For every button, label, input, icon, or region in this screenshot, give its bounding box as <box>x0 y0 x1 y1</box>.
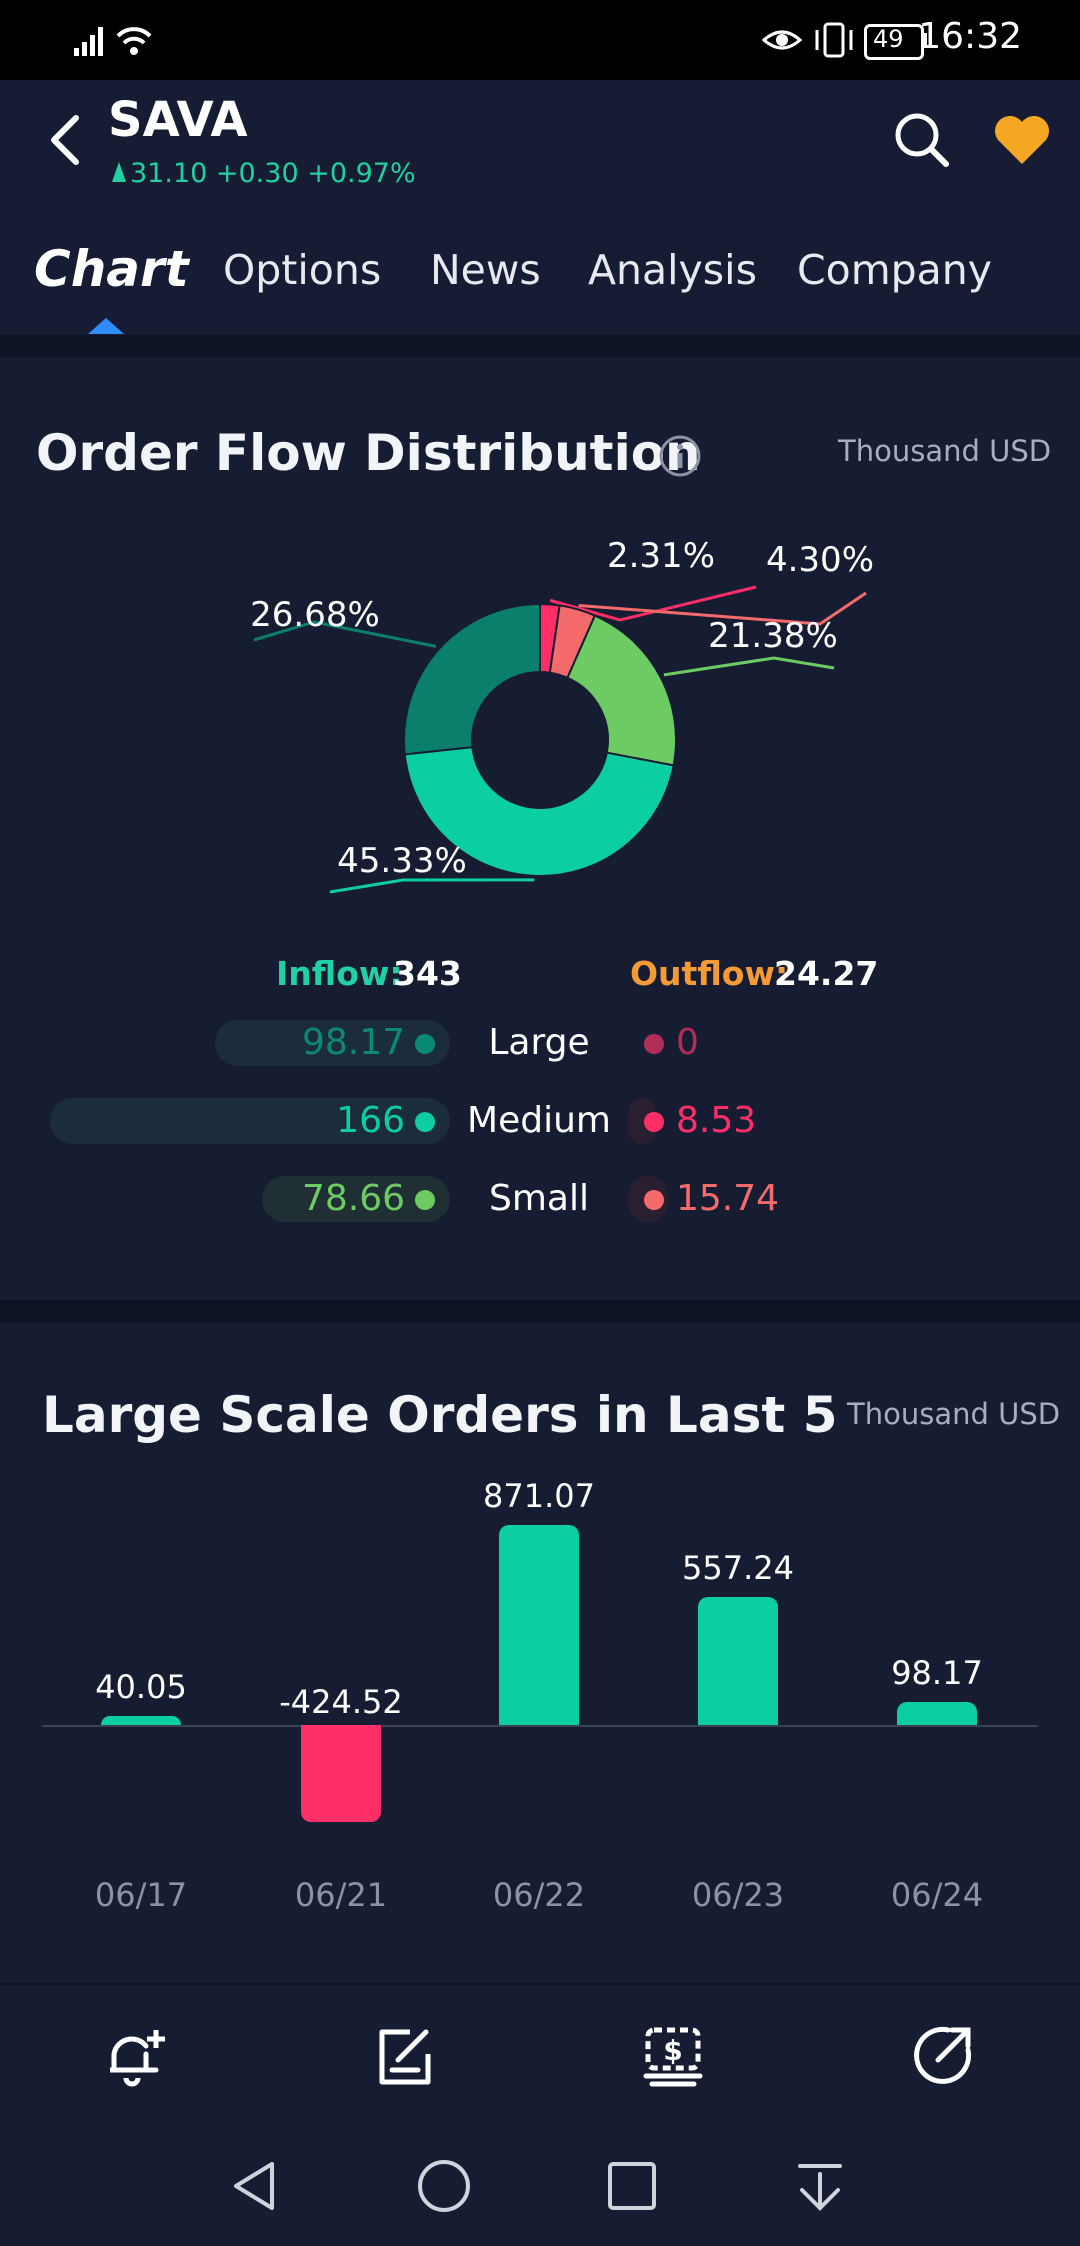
donut-slice <box>403 746 675 877</box>
order-flow-unit: Thousand USD <box>838 434 1052 468</box>
small-inflow-dot <box>415 1190 435 1210</box>
add-alert-bell-icon[interactable] <box>100 2020 170 2090</box>
back-arrow-icon[interactable] <box>46 112 86 168</box>
bottom-toolbar <box>0 1983 1080 2246</box>
small-inflow-value: 78.66 <box>301 1178 405 1219</box>
tab-options[interactable]: Options <box>223 246 382 294</box>
row-label-small: Small <box>489 1178 589 1219</box>
trade-dollar-icon[interactable]: $ <box>638 2020 708 2090</box>
donut-leader-line <box>578 591 867 626</box>
status-bar: 49 16:32 <box>0 0 1080 80</box>
outflow-label: Outflow: <box>630 954 789 993</box>
donut-slice <box>566 614 677 767</box>
donut-leader-line <box>253 620 437 648</box>
donut-slice-label: 4.30% <box>766 540 874 580</box>
quote-text: 31.10 +0.30 +0.97% <box>130 158 416 189</box>
donut-slice-label: 21.38% <box>708 616 838 656</box>
nav-home-icon[interactable] <box>414 2156 474 2216</box>
clock: 16:32 <box>918 16 1022 57</box>
edit-note-icon[interactable] <box>370 2020 440 2090</box>
row-label-large: Large <box>488 1022 590 1063</box>
order-flow-donut-chart: 2.31% 4.30% 21.38% 45.33% 26.68% <box>250 536 874 894</box>
nav-back-icon[interactable] <box>226 2156 286 2216</box>
large-orders-title: Large Scale Orders in Last 5 <box>42 1386 838 1444</box>
donut-leader-line <box>663 656 835 677</box>
tab-news[interactable]: News <box>430 246 541 294</box>
medium-inflow-bar <box>50 1098 450 1144</box>
info-icon[interactable] <box>658 434 702 478</box>
large-inflow-bar <box>215 1020 450 1066</box>
medium-inflow-value: 166 <box>336 1100 405 1141</box>
donut-leader-line <box>549 585 757 622</box>
medium-outflow-dot <box>644 1112 664 1132</box>
vibrate-icon <box>815 22 853 58</box>
search-icon[interactable] <box>894 112 950 168</box>
inflow-label: Inflow: <box>276 954 403 993</box>
signal-wifi-icon <box>74 27 152 56</box>
large-inflow-value: 98.17 <box>301 1022 405 1063</box>
donut-slice-label: 26.68% <box>250 595 380 635</box>
svg-text:$: $ <box>663 2034 682 2067</box>
outflow-value: 24.27 <box>774 954 879 993</box>
donut-leader-line <box>329 878 535 894</box>
small-outflow-value: 15.74 <box>676 1178 780 1219</box>
active-tab-indicator <box>88 318 124 334</box>
share-icon[interactable] <box>908 2020 978 2090</box>
tab-chart[interactable]: Chart <box>34 240 189 298</box>
large-outflow-value: 0 <box>676 1022 699 1063</box>
large-outflow-dot <box>644 1034 664 1054</box>
ticker-symbol: SAVA <box>108 92 248 148</box>
medium-outflow-value: 8.53 <box>676 1100 757 1141</box>
nav-recents-icon[interactable] <box>602 2156 662 2216</box>
section-divider <box>0 335 1080 357</box>
favorite-heart-icon[interactable] <box>992 112 1052 168</box>
zero-baseline <box>42 1725 1038 1727</box>
eye-icon <box>762 30 802 50</box>
battery-icon: 49 <box>864 24 924 60</box>
donut-slice-label: 2.31% <box>607 536 715 576</box>
medium-inflow-dot <box>415 1112 435 1132</box>
section-divider <box>0 1300 1080 1322</box>
row-label-medium: Medium <box>467 1100 611 1141</box>
nav-notification-pulldown-icon[interactable] <box>790 2156 850 2216</box>
inflow-value: 343 <box>393 954 462 993</box>
tab-company[interactable]: Company <box>797 246 993 294</box>
battery-level: 49 <box>873 25 904 53</box>
price-quote: 31.10 +0.30 +0.97% <box>112 158 416 189</box>
battery-tip <box>922 33 927 47</box>
order-flow-title: Order Flow Distribution <box>36 424 701 482</box>
donut-slice <box>403 602 541 756</box>
large-inflow-dot <box>415 1034 435 1054</box>
large-orders-unit: Thousand USD <box>847 1397 1061 1431</box>
donut-slice-label: 45.33% <box>337 841 467 881</box>
up-arrow-icon <box>112 162 126 182</box>
small-outflow-dot <box>644 1190 664 1210</box>
tab-analysis[interactable]: Analysis <box>588 246 757 294</box>
